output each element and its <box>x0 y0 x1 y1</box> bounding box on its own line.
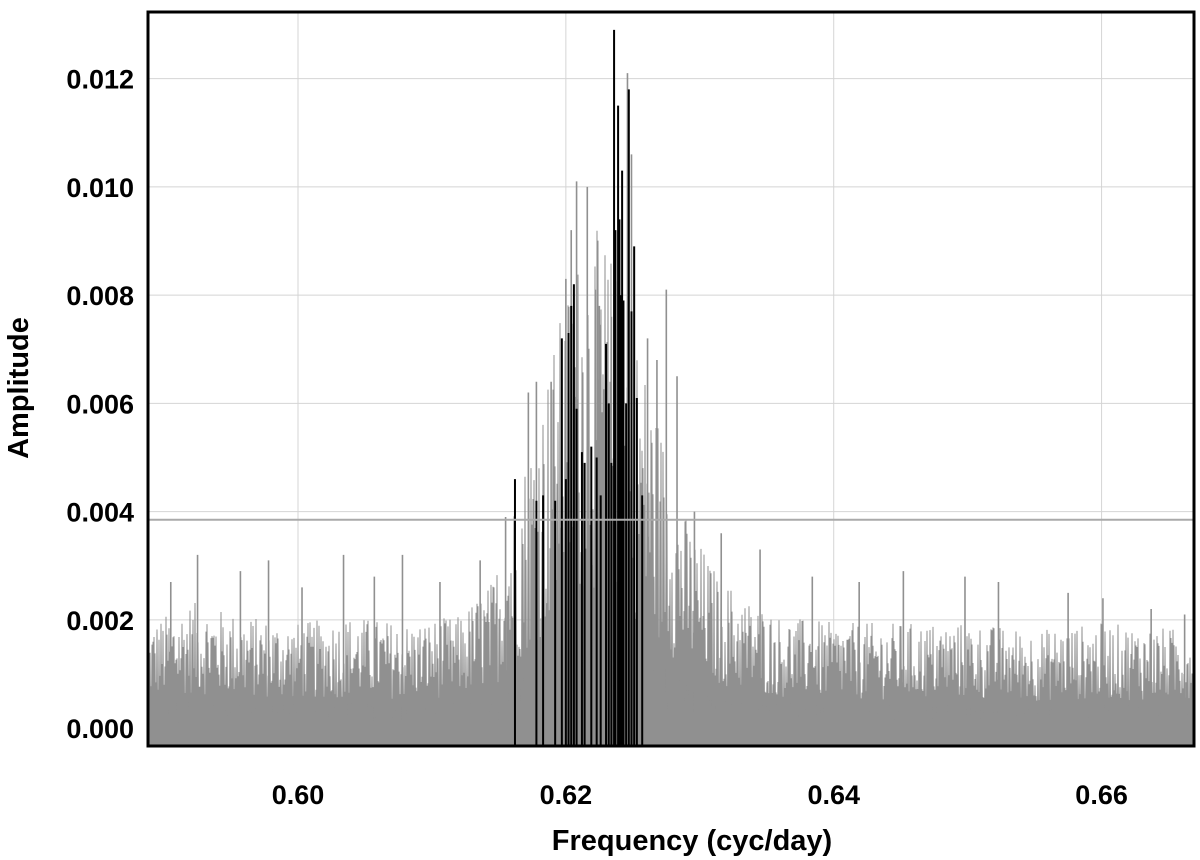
y-tick-label: 0.000 <box>66 714 134 744</box>
y-tick-label: 0.010 <box>66 173 134 203</box>
spectrum-area <box>148 230 1194 746</box>
y-axis-ticks: 0.000 0.002 0.004 0.006 0.008 0.010 0.012 <box>66 65 134 745</box>
y-tick-label: 0.008 <box>66 281 134 311</box>
plot-frame <box>146 10 1196 748</box>
x-tick-label: 0.62 <box>540 780 593 810</box>
y-axis-label: Amplitude <box>3 317 35 459</box>
y-tick-label: 0.012 <box>66 65 134 95</box>
x-tick-label: 0.64 <box>807 780 860 810</box>
peaks-series <box>513 29 644 746</box>
y-tick-label: 0.006 <box>66 389 134 419</box>
y-tick-label: 0.004 <box>66 498 134 528</box>
plot-background <box>148 12 1194 746</box>
y-tick-label: 0.002 <box>66 606 134 636</box>
x-axis-label: Frequency (cyc/day) <box>552 825 832 857</box>
x-axis-ticks: 0.60 0.62 0.64 0.66 <box>272 780 1128 810</box>
x-tick-label: 0.66 <box>1075 780 1128 810</box>
x-tick-label: 0.60 <box>272 780 325 810</box>
